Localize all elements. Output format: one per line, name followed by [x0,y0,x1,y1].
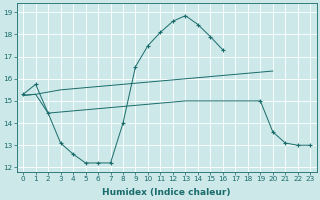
X-axis label: Humidex (Indice chaleur): Humidex (Indice chaleur) [102,188,231,197]
